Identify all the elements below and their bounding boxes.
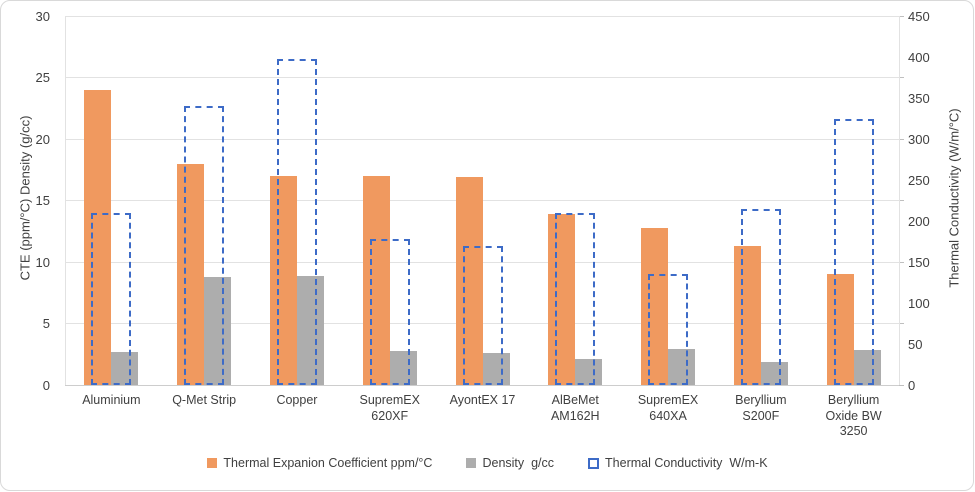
- bar-cte[interactable]: [733, 246, 761, 385]
- right-axis-tickmark: [899, 77, 904, 78]
- x-axis-category-label: Beryllium Oxide BW 3250: [825, 393, 882, 438]
- bar-density[interactable]: [389, 350, 417, 385]
- legend-item-cte[interactable]: Thermal Expanion Coefficient ppm/°C: [207, 456, 432, 470]
- x-axis-category-label: SupremEX 640XA: [637, 393, 699, 423]
- thermal-conductivity-legend-swatch-icon: [588, 457, 600, 469]
- bar-thermal-conductivity[interactable]: [369, 239, 410, 385]
- legend-label-cte: Thermal Expanion Coefficient ppm/°C: [223, 456, 433, 470]
- secondary-axis-tick-label: 350: [908, 90, 930, 106]
- bar-thermal-conductivity[interactable]: [184, 106, 225, 385]
- secondary-axis-tick-label: 0: [908, 377, 916, 393]
- plot-right-border: [899, 16, 900, 385]
- plot-left-border: [65, 16, 66, 385]
- gridline: [65, 138, 900, 140]
- y-axis-tick-label: 5: [42, 316, 50, 331]
- y-axis-tick-label: 20: [35, 131, 50, 147]
- right-axis-tickmark: [899, 261, 904, 263]
- legend-label-density: Density g/cc: [482, 456, 555, 470]
- legend-item-density[interactable]: Density g/cc: [466, 456, 554, 470]
- chart-legend: Thermal Expanion Coefficient ppm/°C Dens…: [0, 456, 975, 470]
- right-axis-tickmark: [899, 384, 904, 386]
- bar-density[interactable]: [575, 359, 603, 385]
- bar-density[interactable]: [296, 275, 324, 385]
- secondary-axis-tick-label: 400: [908, 49, 930, 65]
- gridline: [65, 261, 900, 263]
- right-axis-tickmark: [899, 15, 904, 17]
- x-axis-category-label: Aluminium: [82, 393, 141, 407]
- bar-density[interactable]: [760, 362, 788, 385]
- bar-density[interactable]: [853, 349, 881, 385]
- bar-thermal-conductivity[interactable]: [648, 274, 689, 385]
- right-axis-tickmark: [899, 323, 904, 324]
- gridline: [65, 384, 900, 386]
- y-axis-tick-label: 25: [35, 70, 50, 85]
- y-axis-tick-label: 15: [35, 193, 50, 208]
- bar-thermal-conductivity[interactable]: [91, 212, 132, 385]
- gridline: [65, 323, 900, 324]
- bar-thermal-conductivity[interactable]: [740, 208, 781, 385]
- secondary-axis-tick-label: 50: [908, 336, 923, 352]
- bar-cte[interactable]: [177, 163, 205, 385]
- bar-thermal-conductivity[interactable]: [462, 245, 503, 385]
- secondary-axis-tick-label: 150: [908, 254, 930, 270]
- right-axis-tickmark: [899, 138, 904, 140]
- gridline: [65, 200, 900, 201]
- x-axis-category-label: Copper: [276, 393, 318, 407]
- secondary-axis-tick-label: 450: [908, 8, 930, 24]
- y-axis-tick-label: 30: [35, 8, 50, 24]
- bar-cte[interactable]: [548, 214, 576, 385]
- right-axis-title: Thermal Conductivity (W/m/°C): [946, 108, 962, 288]
- secondary-axis-tick-label: 100: [908, 295, 930, 311]
- density-legend-swatch-icon: [466, 458, 477, 468]
- secondary-axis-tick-label: 250: [908, 172, 930, 188]
- bar-density[interactable]: [668, 349, 696, 385]
- bar-density[interactable]: [482, 353, 510, 385]
- legend-label-thermal-conductivity: Thermal Conductivity W/m-K: [605, 456, 768, 470]
- y-axis-tick-label: 0: [42, 377, 50, 393]
- legend-item-thermal-conductivity[interactable]: Thermal Conductivity W/m-K: [588, 456, 768, 470]
- gridline: [65, 77, 900, 78]
- x-axis-category-label: AlBeMet AM162H: [550, 393, 600, 423]
- bar-density[interactable]: [111, 351, 139, 385]
- bar-cte[interactable]: [362, 175, 390, 385]
- cte-legend-swatch-icon: [207, 458, 218, 468]
- x-axis-category-label: AyontEX 17: [449, 393, 516, 407]
- bar-cte[interactable]: [641, 227, 669, 385]
- bar-cte[interactable]: [455, 177, 483, 385]
- bar-thermal-conductivity[interactable]: [555, 212, 596, 385]
- gridline: [65, 15, 900, 17]
- x-axis-category-label: Q-Met Strip: [172, 393, 237, 407]
- right-axis-tickmark: [899, 200, 904, 201]
- y-axis-tick-label: 10: [35, 254, 50, 270]
- bar-density[interactable]: [204, 276, 232, 385]
- secondary-axis-tick-label: 200: [908, 213, 930, 229]
- bar-cte[interactable]: [826, 274, 854, 385]
- bar-thermal-conductivity[interactable]: [276, 58, 317, 385]
- left-axis-title: CTE (ppm/°C) Density (g/cc): [17, 115, 33, 281]
- x-axis-category-label: SupremEX 620XF: [359, 393, 420, 423]
- bar-cte[interactable]: [269, 175, 297, 385]
- x-axis-category-label: Beryllium S200F: [735, 393, 787, 423]
- secondary-axis-tick-label: 300: [908, 131, 930, 147]
- bar-cte[interactable]: [84, 89, 112, 385]
- bar-thermal-conductivity[interactable]: [833, 118, 874, 385]
